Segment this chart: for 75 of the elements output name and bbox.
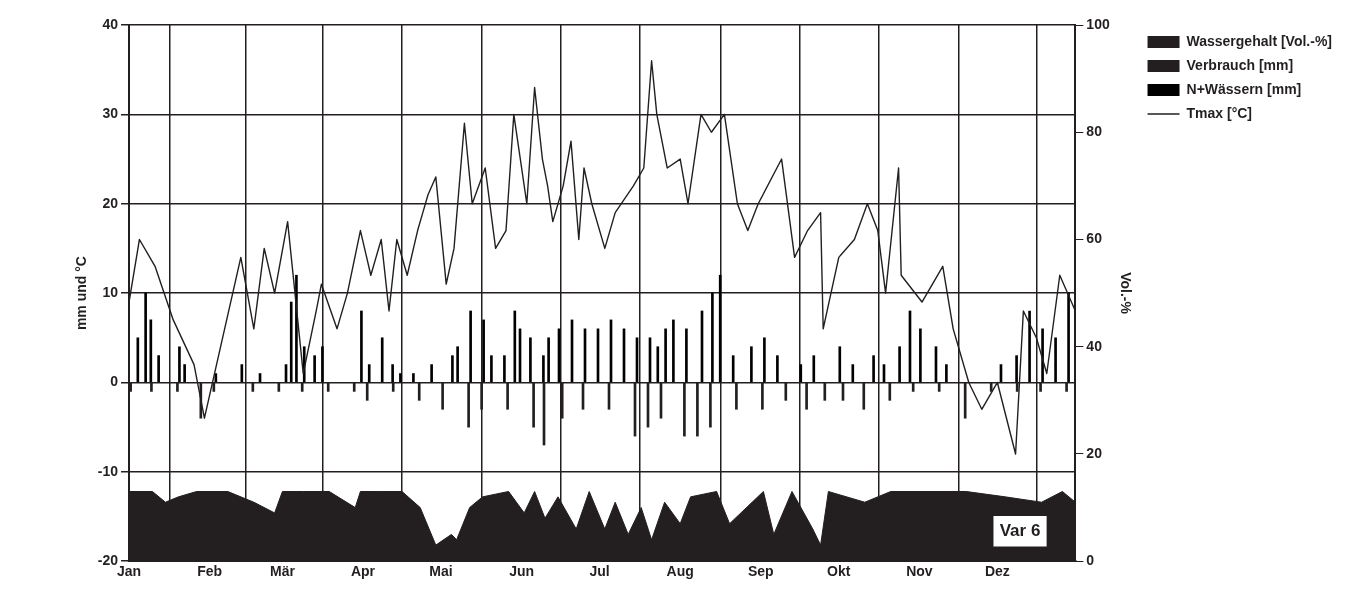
- bar: [321, 346, 324, 383]
- legend-label: Tmax [°C]: [1186, 104, 1253, 121]
- x-tick-label: Okt: [827, 563, 851, 580]
- y2-tick-label: 20: [1086, 444, 1103, 461]
- annotation: Var 6: [999, 520, 1041, 540]
- bar: [898, 346, 901, 383]
- bar: [503, 355, 506, 383]
- bar: [456, 346, 459, 383]
- bar: [289, 301, 293, 383]
- x-tick-label: Aug: [666, 563, 694, 580]
- bar: [685, 328, 688, 383]
- y2-tick-label: 100: [1086, 15, 1110, 32]
- bar: [763, 337, 766, 383]
- bar: [313, 355, 316, 383]
- bar: [380, 337, 384, 383]
- x-tick-label: Mär: [269, 563, 296, 580]
- bar: [872, 355, 875, 383]
- bar: [399, 373, 402, 383]
- bar: [367, 364, 371, 383]
- y-axis-title: mm und °C: [73, 256, 90, 331]
- y2-tick-label: 0: [1086, 552, 1095, 569]
- bar: [945, 364, 948, 383]
- bar: [1067, 292, 1070, 383]
- bar: [451, 355, 454, 383]
- bar: [718, 274, 722, 383]
- bar: [1041, 328, 1044, 383]
- bar: [750, 346, 753, 383]
- bar: [412, 373, 415, 383]
- x-tick-label: Jul: [589, 563, 610, 580]
- bar: [1015, 355, 1018, 383]
- bar: [851, 364, 855, 383]
- y2-tick-label: 60: [1086, 230, 1103, 247]
- bar: [430, 364, 433, 383]
- bar: [776, 355, 779, 383]
- bar: [812, 355, 816, 383]
- bar: [360, 310, 363, 383]
- bar: [664, 328, 667, 383]
- y-tick-label: 0: [110, 373, 119, 390]
- bar: [1028, 310, 1031, 383]
- x-tick-label: Nov: [906, 563, 933, 580]
- bar: [542, 355, 545, 383]
- x-tick-label: Sep: [747, 563, 774, 580]
- bar: [672, 319, 675, 383]
- x-tick-label: Apr: [350, 563, 376, 580]
- bar: [490, 355, 493, 383]
- legend-label: N+Wässern [mm]: [1186, 80, 1302, 97]
- bar: [547, 337, 550, 383]
- bar: [656, 346, 660, 383]
- y-tick-label: -10: [97, 462, 119, 479]
- bar: [711, 292, 714, 383]
- y-tick-label: 20: [102, 194, 119, 211]
- y-tick-label: 40: [102, 15, 119, 32]
- y2-tick-label: 80: [1086, 123, 1103, 140]
- bar: [919, 328, 922, 383]
- y-tick-label: -20: [97, 552, 119, 569]
- bar: [513, 310, 517, 383]
- y2-axis-title: Vol.-%: [1118, 272, 1135, 315]
- bar: [731, 355, 735, 383]
- y2-tick-label: 40: [1086, 337, 1103, 354]
- legend-label: Wassergehalt [Vol.-%]: [1186, 32, 1332, 49]
- bar: [469, 310, 472, 383]
- x-tick-label: Dez: [984, 563, 1010, 580]
- bar: [799, 364, 803, 383]
- x-tick-label: Jan: [116, 563, 142, 580]
- x-tick-label: Feb: [197, 563, 223, 580]
- bar: [391, 364, 394, 383]
- bar: [529, 337, 532, 383]
- x-tick-label: Mai: [429, 563, 453, 580]
- bar: [838, 346, 842, 383]
- legend-label: Verbrauch [mm]: [1186, 56, 1294, 73]
- bar: [1054, 337, 1057, 383]
- y-tick-label: 10: [102, 283, 119, 300]
- bar: [482, 319, 485, 383]
- x-tick-label: Jun: [509, 563, 535, 580]
- y-tick-label: 30: [102, 105, 119, 122]
